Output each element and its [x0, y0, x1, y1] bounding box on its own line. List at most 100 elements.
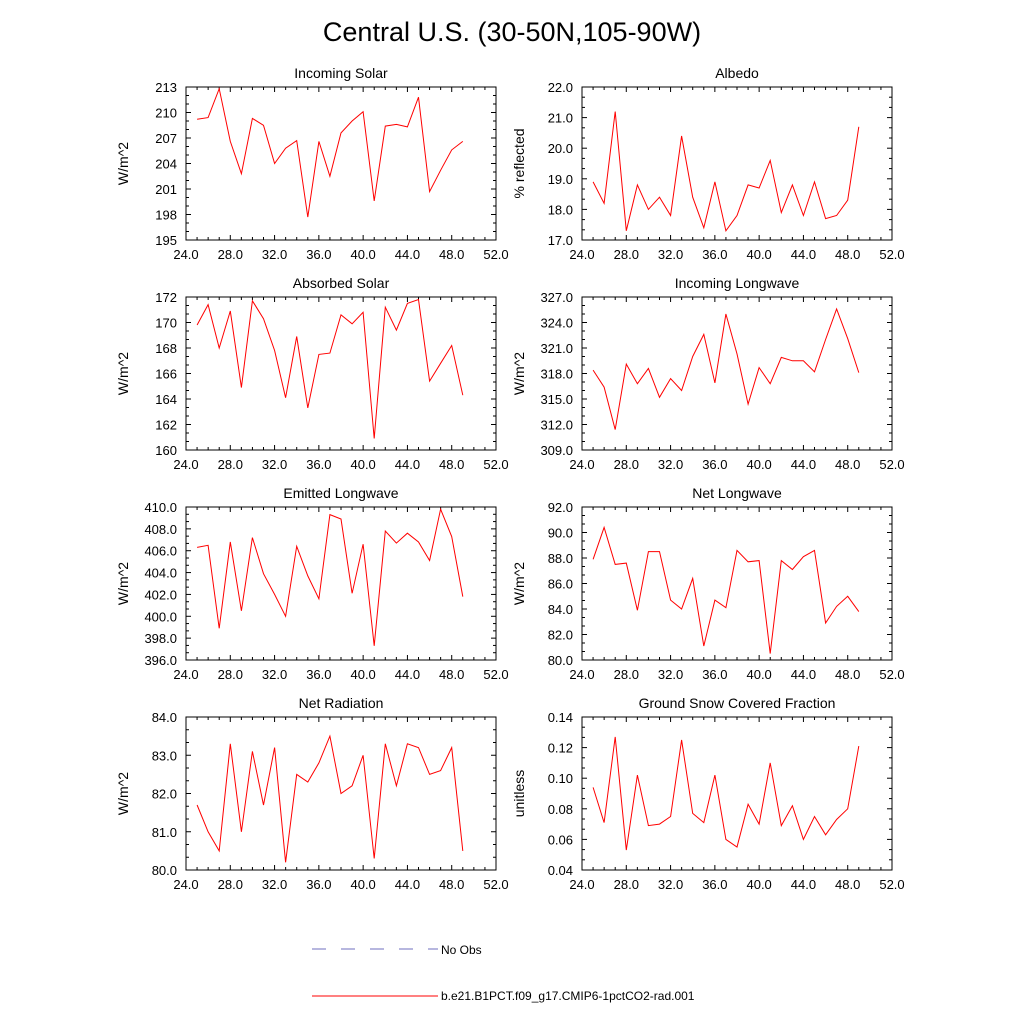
plot-frame [581, 296, 893, 451]
x-tick-label: 48.0 [439, 457, 464, 472]
chart-panel-ground-snow-covered-fraction: Ground Snow Covered Fraction unitless 24.0… [511, 695, 905, 892]
y-axis-label: W/m^2 [115, 142, 131, 185]
y-tick-label: 315.0 [540, 392, 573, 407]
y-tick-label: 404.0 [144, 566, 177, 581]
x-tick-label: 52.0 [879, 877, 904, 892]
x-tick-label: 24.0 [569, 247, 594, 262]
x-tick-label: 36.0 [702, 667, 727, 682]
y-tick-label: 90.0 [548, 526, 573, 541]
x-tick-label: 36.0 [702, 247, 727, 262]
x-tick-label: 44.0 [791, 247, 816, 262]
y-tick-label: 0.12 [548, 741, 573, 756]
y-tick-label: 81.0 [152, 825, 177, 840]
x-tick-label: 40.0 [746, 877, 771, 892]
x-tick-label: 36.0 [306, 877, 331, 892]
legend-label-no-obs: No Obs [441, 943, 482, 957]
y-tick-label: 21.0 [548, 111, 573, 126]
x-tick-label: 52.0 [879, 247, 904, 262]
y-tick-label: 309.0 [540, 443, 573, 458]
x-tick-label: 48.0 [835, 457, 860, 472]
y-tick-label: 0.10 [548, 771, 573, 786]
chart-panel-incoming-solar: Incoming Solar W/m^2 24.0 28.0 32.0 36.0 40.0 4… [115, 65, 509, 262]
y-tick-label: 84.0 [152, 710, 177, 725]
x-tick-label: 24.0 [569, 457, 594, 472]
y-tick-label: 166 [155, 367, 177, 382]
y-tick-label: 17.0 [548, 233, 573, 248]
x-tick-label: 24.0 [173, 247, 198, 262]
y-tick-label: 402.0 [144, 587, 177, 602]
x-tick-label: 44.0 [791, 667, 816, 682]
x-tick-label: 52.0 [879, 457, 904, 472]
x-tick-label: 24.0 [173, 877, 198, 892]
x-tick-label: 44.0 [791, 877, 816, 892]
y-tick-label: 19.0 [548, 172, 573, 187]
y-tick-label: 0.04 [548, 863, 573, 878]
y-tick-label: 160 [155, 443, 177, 458]
x-tick-label: 28.0 [218, 457, 243, 472]
y-tick-label: 400.0 [144, 609, 177, 624]
x-tick-label: 32.0 [262, 877, 287, 892]
y-axis-label: % reflected [511, 128, 527, 198]
y-tick-label: 410.0 [144, 500, 177, 515]
y-tick-label: 88.0 [548, 551, 573, 566]
y-tick-label: 80.0 [152, 863, 177, 878]
x-tick-label: 32.0 [262, 667, 287, 682]
x-tick-label: 44.0 [395, 247, 420, 262]
y-tick-label: 207 [155, 131, 177, 146]
x-tick-label: 36.0 [702, 457, 727, 472]
y-tick-label: 201 [155, 182, 177, 197]
series-line-model-run [592, 736, 860, 851]
chart-panel-net-longwave: Net Longwave W/m^2 24.0 28.0 32.0 36.0 40.0 44.… [511, 485, 905, 682]
x-tick-label: 40.0 [746, 247, 771, 262]
y-tick-label: 92.0 [548, 500, 573, 515]
panel-title: Incoming Solar [294, 65, 388, 81]
y-tick-label: 86.0 [548, 577, 573, 592]
figure-title: Central U.S. (30-50N,105-90W) [323, 17, 701, 47]
y-tick-label: 82.0 [548, 628, 573, 643]
y-axis-label: W/m^2 [511, 562, 527, 605]
y-tick-label: 83.0 [152, 748, 177, 763]
x-tick-label: 40.0 [746, 667, 771, 682]
x-tick-label: 28.0 [218, 667, 243, 682]
y-tick-label: 82.0 [152, 787, 177, 802]
x-tick-label: 28.0 [218, 877, 243, 892]
x-tick-label: 24.0 [569, 667, 594, 682]
y-tick-label: 164 [155, 392, 177, 407]
y-tick-label: 22.0 [548, 80, 573, 95]
x-tick-label: 48.0 [439, 247, 464, 262]
y-tick-label: 210 [155, 106, 177, 121]
x-tick-label: 28.0 [614, 667, 639, 682]
x-tick-label: 32.0 [658, 247, 683, 262]
x-tick-label: 28.0 [614, 457, 639, 472]
y-tick-label: 318.0 [540, 367, 573, 382]
y-tick-label: 170 [155, 316, 177, 331]
y-tick-label: 321.0 [540, 341, 573, 356]
y-tick-label: 327.0 [540, 290, 573, 305]
chart-panel-emitted-longwave: Emitted Longwave W/m^2 24.0 28.0 32.0 36.0 40.… [115, 485, 509, 682]
x-tick-label: 32.0 [262, 457, 287, 472]
series-line-model-run [197, 86, 464, 218]
panel-title: Emitted Longwave [283, 485, 398, 501]
panel-title: Absorbed Solar [293, 275, 390, 291]
x-tick-label: 52.0 [483, 457, 508, 472]
x-tick-label: 40.0 [746, 457, 771, 472]
chart-panel-incoming-longwave: Incoming Longwave W/m^2 24.0 28.0 32.0 36.0 40… [511, 275, 905, 472]
x-tick-label: 40.0 [350, 247, 375, 262]
y-tick-label: 84.0 [548, 602, 573, 617]
y-tick-label: 396.0 [144, 653, 177, 668]
x-tick-label: 48.0 [835, 667, 860, 682]
x-tick-label: 24.0 [569, 877, 594, 892]
y-axis-label: W/m^2 [115, 772, 131, 815]
chart-panel-absorbed-solar: Absorbed Solar W/m^2 24.0 28.0 32.0 36.0 40.0 4… [115, 275, 509, 472]
plot-frame [581, 86, 893, 241]
x-tick-label: 36.0 [306, 667, 331, 682]
x-tick-label: 28.0 [614, 877, 639, 892]
y-tick-label: 213 [155, 80, 177, 95]
panel-title: Net Longwave [692, 485, 782, 501]
x-tick-label: 28.0 [614, 247, 639, 262]
y-axis-label: W/m^2 [115, 352, 131, 395]
y-tick-label: 80.0 [548, 653, 573, 668]
panel-title: Net Radiation [299, 695, 384, 711]
y-tick-label: 195 [155, 233, 177, 248]
